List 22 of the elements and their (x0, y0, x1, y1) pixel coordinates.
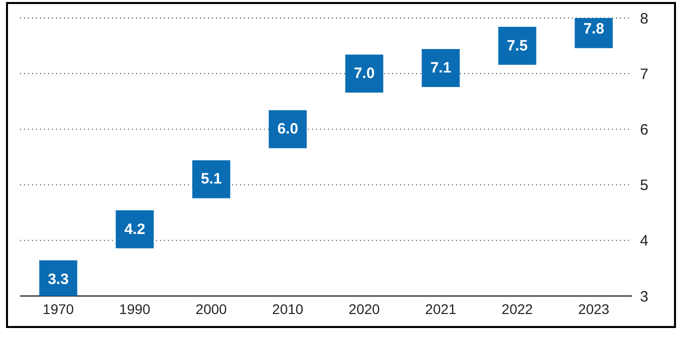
data-label: 4.2 (124, 220, 146, 238)
data-label: 7.8 (583, 20, 604, 38)
x-tick-label: 2023 (578, 300, 610, 317)
data-label: 7.1 (430, 60, 452, 77)
data-label: 6.0 (277, 120, 298, 138)
data-label: 3.3 (48, 270, 69, 288)
y-tick-label: 7 (640, 66, 648, 83)
x-tick-label: 2022 (502, 300, 534, 317)
data-label: 5.1 (200, 170, 222, 188)
x-tick-label: 2010 (272, 300, 304, 317)
x-tick-label: 2000 (196, 300, 228, 317)
y-tick-label: 5 (640, 177, 648, 194)
data-label: 7.0 (354, 65, 375, 82)
y-tick-label: 3 (640, 288, 648, 306)
x-tick-label: 2021 (425, 300, 457, 317)
y-tick-label: 4 (640, 232, 648, 250)
x-tick-label: 2020 (348, 300, 380, 317)
x-tick-label: 1970 (42, 300, 74, 317)
y-tick-label: 8 (640, 10, 648, 28)
x-tick-label: 1990 (119, 300, 151, 317)
data-label: 7.5 (506, 37, 528, 54)
y-tick-label: 6 (640, 122, 648, 139)
